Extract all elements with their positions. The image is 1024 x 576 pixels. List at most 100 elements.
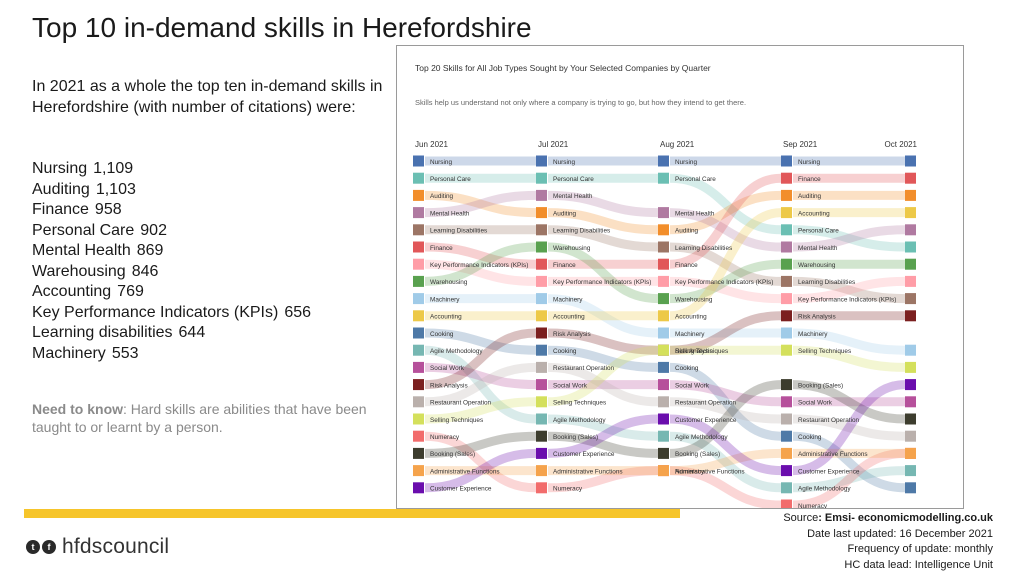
skill-marker <box>781 379 792 391</box>
skill-flow <box>669 380 782 407</box>
skill-name: Finance <box>32 201 89 218</box>
skill-label: Cooking <box>430 331 454 338</box>
skill-flow <box>669 173 782 269</box>
skill-item: Nursing 1,109 <box>32 159 311 180</box>
skill-marker <box>413 413 424 425</box>
skill-label: Personal Care <box>430 176 471 183</box>
skill-marker <box>781 447 792 459</box>
skill-flow <box>424 328 537 355</box>
skill-name: Auditing <box>32 180 90 198</box>
data-lead: HC data lead: Intelligence Unit <box>844 558 993 571</box>
skill-label: Cooking <box>675 365 699 372</box>
skill-label: Warehousing <box>553 245 591 252</box>
skill-marker <box>413 344 424 356</box>
skill-marker <box>658 155 669 167</box>
skill-label: Administrative Functions <box>798 451 868 458</box>
skill-flow <box>792 328 906 355</box>
skill-label: Agile Methodology <box>430 348 483 355</box>
skills-list: Nursing 1,109 Auditing 1,103 Finance 958 Perso… <box>32 159 311 364</box>
skill-name: Learning disabilities <box>32 324 173 341</box>
skill-flow <box>424 397 537 424</box>
skill-flow <box>424 259 537 286</box>
skill-flow <box>669 208 782 321</box>
skill-marker <box>536 224 547 236</box>
skill-marker <box>413 189 424 201</box>
skill-label: Key Performance Indicators (KPIs) <box>553 279 651 286</box>
skill-item: Key Performance Indicators (KPIs) 656 <box>32 303 311 324</box>
skill-marker <box>905 155 916 167</box>
skill-flow <box>547 414 659 441</box>
skill-marker <box>781 241 792 253</box>
skill-marker <box>536 258 547 270</box>
skill-flow <box>547 328 659 355</box>
skill-marker <box>781 482 792 494</box>
skill-label: Numeracy <box>675 468 705 475</box>
skill-marker <box>781 275 792 287</box>
skill-label: Learning Disabilities <box>430 228 487 235</box>
skill-label: Administrative Functions <box>430 468 500 475</box>
skill-flow <box>547 294 659 338</box>
skill-marker <box>536 172 547 184</box>
skill-label: Customer Experience <box>798 468 860 475</box>
skill-marker <box>658 241 669 253</box>
page-title: Top 10 in-demand skills in Herefordshire <box>32 12 532 43</box>
skill-label: Accounting <box>430 314 462 321</box>
skill-marker <box>413 482 424 494</box>
skill-marker <box>536 465 547 477</box>
skill-marker <box>536 189 547 201</box>
skill-flow <box>792 431 906 493</box>
skill-label: Restaurant Operation <box>553 365 615 372</box>
accent-bar <box>24 509 680 518</box>
skill-flow <box>547 362 659 407</box>
skill-marker <box>905 430 916 442</box>
skill-label: Booking (Sales) <box>675 451 720 458</box>
skill-label: Restaurant Operation <box>675 400 737 407</box>
skill-marker <box>658 224 669 236</box>
skill-label: Personal Care <box>798 228 839 235</box>
skill-name: Mental Health <box>32 242 131 259</box>
skill-marker <box>781 396 792 408</box>
skill-label: Selling Techniques <box>798 348 851 355</box>
skill-flow <box>792 225 906 252</box>
skill-flow <box>424 448 537 493</box>
quarter-label: Aug 2021 <box>660 140 695 149</box>
skill-marker <box>781 258 792 270</box>
need-to-know: Need to know: Hard skills are abilities … <box>32 400 372 436</box>
skill-label: Warehousing <box>430 279 468 286</box>
skill-label: Nursing <box>553 159 575 166</box>
skill-label: Mental Health <box>675 210 715 217</box>
skill-count: 656 <box>284 303 312 321</box>
skill-marker <box>781 293 792 305</box>
skill-count: 902 <box>140 221 167 239</box>
skill-flow <box>792 225 906 252</box>
skill-label: Cooking <box>553 348 577 355</box>
facebook-icon: f <box>42 540 56 554</box>
skill-marker <box>536 327 547 339</box>
skill-count: 644 <box>178 324 206 341</box>
skill-marker <box>905 224 916 236</box>
skill-flow <box>424 345 537 424</box>
skill-marker <box>413 447 424 459</box>
skill-marker <box>781 430 792 442</box>
skill-count: 846 <box>131 262 159 280</box>
skill-label: Warehousing <box>798 262 836 269</box>
skill-marker <box>658 275 669 287</box>
skill-marker <box>905 482 916 494</box>
skill-flow <box>669 431 782 493</box>
skill-marker <box>781 224 792 236</box>
skill-label: Finance <box>430 245 453 252</box>
skill-label: Agile Methodology <box>798 486 851 493</box>
skill-count: 553 <box>111 344 139 362</box>
skill-flow <box>792 414 906 441</box>
council-logo: t f hfdscouncil <box>26 535 169 559</box>
skill-flow <box>424 362 537 390</box>
skill-marker <box>536 310 547 322</box>
skill-count: 958 <box>94 201 122 218</box>
skill-flow <box>424 242 537 286</box>
chart-subtitle: Skills help us understand not only where… <box>415 98 746 107</box>
skill-label: Administrative Functions <box>553 468 623 475</box>
quarter-label: Sep 2021 <box>783 140 818 149</box>
skill-marker <box>781 189 792 201</box>
skill-label: Customer Experience <box>675 417 737 424</box>
twitter-icon: t <box>26 540 40 554</box>
